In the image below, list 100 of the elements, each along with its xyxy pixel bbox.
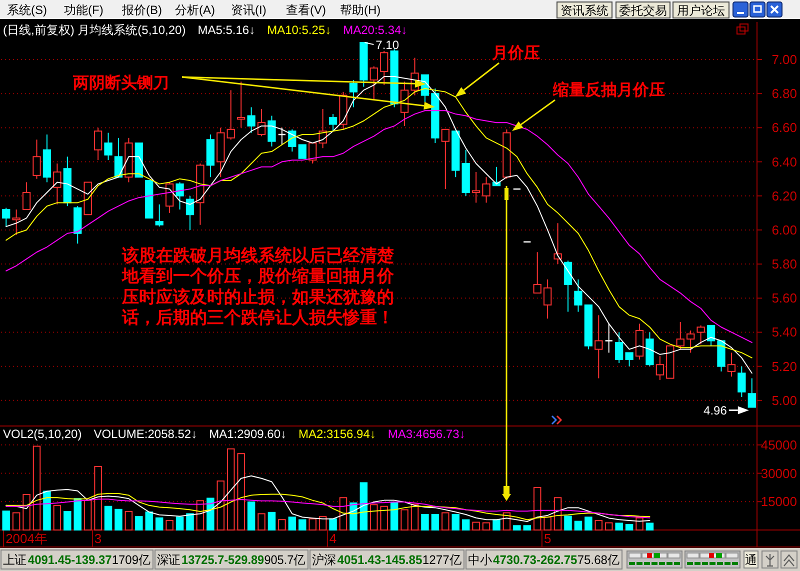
candlestick	[594, 314, 603, 379]
candlestick	[257, 108, 266, 137]
bar	[135, 516, 143, 530]
status: 深证	[157, 552, 180, 568]
bar	[124, 510, 133, 530]
candlestick	[104, 132, 112, 161]
candlestick	[247, 106, 256, 134]
ytick-label: 6.60	[772, 120, 797, 136]
bar	[308, 518, 316, 530]
candlestick	[482, 176, 490, 204]
bar	[145, 512, 154, 530]
bar	[94, 466, 102, 530]
status: 4091.45-139.37	[28, 552, 112, 568]
annotation: VOLUME:2058.52↓	[94, 427, 198, 441]
xtick-label: 3	[94, 531, 102, 546]
bar	[482, 522, 490, 530]
label: 用户论坛	[677, 4, 725, 18]
bar	[462, 519, 470, 530]
ytick-label: 6.20	[772, 188, 797, 204]
bar	[646, 522, 654, 530]
candlestick	[32, 139, 41, 180]
bar	[104, 506, 112, 530]
candlestick	[738, 366, 746, 398]
annotation: 7.10	[376, 38, 400, 52]
ytick-label: 15000	[760, 494, 797, 510]
bar	[442, 512, 450, 530]
candlestick	[94, 127, 102, 161]
bar	[360, 482, 368, 530]
bar	[216, 480, 225, 530]
ytick-label: 7.00	[772, 52, 797, 67]
candlestick	[12, 209, 20, 236]
status: 沪深	[312, 552, 336, 568]
legend: MA1:2909.60↓	[209, 427, 286, 441]
bar	[390, 502, 398, 530]
ytick-label: 5.00	[772, 392, 797, 408]
bar	[594, 520, 603, 530]
bar	[2, 510, 10, 530]
candlestick	[656, 356, 664, 380]
xtick-label: 5	[544, 531, 552, 546]
candlestick	[308, 142, 317, 164]
bar	[370, 504, 378, 530]
legend: MA20:5.34↓	[343, 23, 408, 37]
bar	[226, 448, 235, 530]
status: 4730.73-262.75	[493, 552, 578, 568]
candlestick	[186, 195, 194, 230]
status: 4051.43-145.85	[337, 552, 422, 568]
ytick-label: 6.40	[772, 154, 797, 170]
candlestick	[686, 330, 695, 354]
candlestick	[533, 252, 542, 294]
bar	[380, 506, 388, 530]
ytick-label: 6.80	[772, 86, 797, 102]
status: 75.68亿	[577, 552, 620, 568]
status: 905.7亿	[264, 552, 306, 568]
bar	[22, 494, 30, 530]
legend: MA10:5.25↓	[267, 23, 332, 37]
candlestick	[176, 182, 184, 210]
candlestick	[574, 278, 582, 312]
status: 中小	[468, 552, 492, 568]
bar	[247, 502, 256, 530]
bar	[74, 498, 82, 530]
menu: 帮助(H)	[340, 3, 381, 17]
ytick-label: 6.00	[772, 222, 797, 238]
bar	[636, 517, 644, 530]
candlestick	[676, 322, 684, 350]
xtick-label: 2004年	[6, 531, 48, 546]
label: 委托交易	[619, 4, 667, 18]
bar	[452, 514, 460, 530]
candlestick	[298, 144, 306, 159]
ytick-label: 5.20	[772, 358, 797, 374]
bar	[53, 504, 62, 530]
bar	[166, 520, 174, 530]
bar	[564, 516, 572, 530]
annotation: 月价压	[492, 43, 540, 62]
candlestick	[237, 81, 246, 128]
annotation: 两阴断头铡刀	[73, 73, 169, 92]
menu: 分析(A)	[175, 3, 215, 17]
menu: 报价(B)	[122, 3, 162, 17]
bar	[43, 490, 51, 530]
bar	[584, 516, 592, 530]
candlestick	[328, 114, 338, 132]
status: 上证	[3, 552, 26, 568]
bar	[237, 453, 245, 530]
candlestick	[727, 352, 736, 378]
bar	[523, 525, 532, 530]
candlestick	[53, 162, 62, 205]
candlestick	[226, 90, 235, 140]
ytick-label: 5.40	[772, 324, 797, 340]
bar	[176, 516, 184, 530]
bar	[544, 516, 552, 530]
bar	[288, 516, 296, 530]
bar	[625, 524, 634, 530]
candlestick	[2, 207, 10, 228]
bar	[12, 512, 20, 530]
xtick-label: 4	[329, 531, 337, 546]
status: 13725.7-529.89	[182, 552, 264, 568]
candlestick	[748, 378, 756, 408]
ytick-label: 45000	[760, 437, 797, 452]
bar	[278, 519, 286, 530]
legend: MA5:5.16↓	[198, 23, 256, 37]
bar	[574, 520, 582, 530]
